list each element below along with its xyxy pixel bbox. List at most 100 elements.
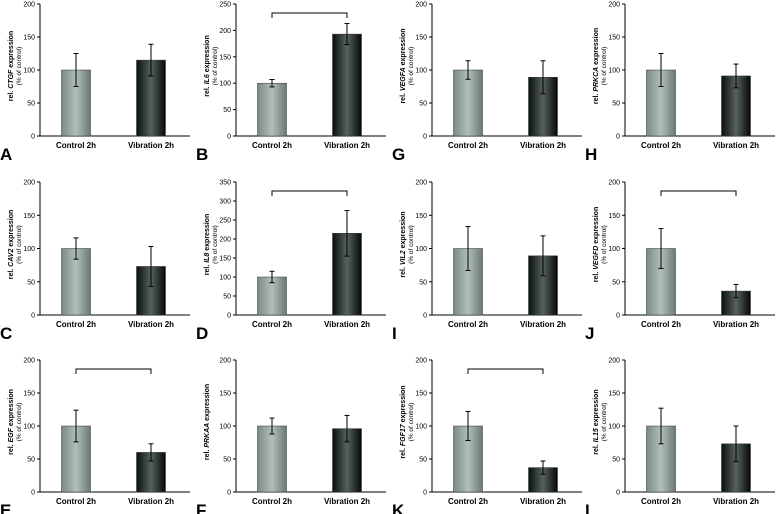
y-tick-label: 50 [223, 294, 231, 301]
y-tick-label: 150 [23, 35, 35, 42]
panel-letter: A [0, 145, 12, 164]
panel-H: 0 50 100 150 200 rel. PRKCA expression (% of c… [585, 2, 775, 164]
panel-letter: F [196, 501, 206, 514]
y-tick-label: 100 [415, 424, 427, 431]
bar-vibration [332, 33, 362, 137]
panel-I: 0 50 100 150 200 rel. VIL2 expression (% of co… [392, 180, 582, 343]
y-tick-label: 150 [415, 35, 427, 42]
y-tick-label: 200 [219, 28, 231, 35]
x-tick-label: Control 2h [448, 497, 488, 506]
y-axis-sublabel: (% of control) [212, 47, 219, 86]
y-axis-sublabel: (% of control) [16, 225, 23, 264]
y-tick-label: 0 [31, 313, 35, 320]
panel-letter: E [0, 501, 11, 514]
y-tick-label: 50 [612, 457, 620, 464]
y-tick-label: 50 [612, 101, 620, 108]
panel-letter: D [196, 324, 208, 343]
y-axis-sublabel: (% of control) [16, 403, 23, 442]
y-tick-label: 50 [419, 457, 427, 464]
panel-J: 0 50 100 150 200 rel. VEGFD expression (% of c… [585, 180, 775, 343]
y-tick-label: 150 [23, 213, 35, 220]
x-tick-label: Vibration 2h [128, 141, 174, 150]
y-tick-label: 200 [415, 358, 427, 365]
x-tick-label: Vibration 2h [128, 497, 174, 506]
y-tick-label: 200 [219, 237, 231, 244]
x-tick-label: Vibration 2h [713, 141, 759, 150]
y-tick-label: 100 [219, 424, 231, 431]
x-tick-label: Control 2h [56, 141, 96, 150]
y-tick-label: 0 [31, 134, 35, 141]
x-tick-label: Vibration 2h [713, 497, 759, 506]
bar-control [257, 276, 287, 316]
y-tick-label: 150 [415, 391, 427, 398]
x-tick-label: Control 2h [252, 141, 292, 150]
y-tick-label: 50 [223, 457, 231, 464]
x-tick-label: Vibration 2h [520, 497, 566, 506]
x-tick-label: Vibration 2h [324, 320, 370, 329]
y-axis-label: rel. FGF17 expression [400, 385, 407, 458]
y-tick-label: 100 [23, 424, 35, 431]
x-tick-label: Vibration 2h [128, 320, 174, 329]
x-tick-label: Control 2h [641, 320, 681, 329]
y-tick-label: 250 [219, 2, 231, 9]
y-tick-label: 50 [419, 101, 427, 108]
y-axis-sublabel: (% of control) [408, 47, 415, 86]
y-tick-label: 200 [219, 358, 231, 365]
y-tick-label: 0 [616, 134, 620, 141]
y-tick-label: 250 [219, 218, 231, 225]
y-tick-label: 100 [219, 275, 231, 282]
significance-bracket [271, 190, 348, 196]
y-axis-label: rel. PRKCA expression [593, 28, 600, 104]
y-tick-label: 200 [23, 2, 35, 9]
significance-bracket [271, 12, 348, 18]
y-tick-label: 50 [27, 279, 35, 286]
y-tick-label: 0 [227, 313, 231, 320]
y-tick-label: 50 [27, 101, 35, 108]
y-tick-label: 100 [219, 81, 231, 88]
panel-F: 0 50 100 150 200 rel. PRKAA expression Control… [196, 358, 386, 514]
y-axis-label: rel. IL6 expression [204, 35, 211, 97]
y-tick-label: 50 [27, 457, 35, 464]
y-tick-label: 200 [608, 180, 620, 187]
y-axis-label: rel. CTGF expression [8, 31, 15, 101]
panel-letter: K [392, 501, 405, 514]
panel-K: 0 50 100 150 200 rel. FGF17 expression (% of c… [392, 358, 582, 514]
y-tick-label: 200 [23, 180, 35, 187]
y-tick-label: 0 [423, 134, 427, 141]
y-axis-label: rel. EGF expression [8, 389, 15, 455]
panel-C: 0 50 100 150 200 rel. CAV2 expression (% of co… [0, 180, 190, 343]
y-axis-label: rel. VIL2 expression [400, 211, 407, 277]
panel-letter: H [585, 145, 597, 164]
y-tick-label: 200 [23, 358, 35, 365]
y-axis-label: rel. PRKAA expression [204, 384, 211, 460]
panel-letter: G [392, 145, 405, 164]
y-tick-label: 0 [31, 490, 35, 497]
x-tick-label: Vibration 2h [713, 320, 759, 329]
y-tick-label: 0 [423, 490, 427, 497]
significance-bracket [75, 368, 152, 374]
panel-A: 0 50 100 150 200 rel. CTGF expression (% of co… [0, 2, 190, 164]
y-tick-label: 100 [23, 68, 35, 75]
y-tick-label: 100 [415, 68, 427, 75]
y-axis-sublabel: (% of control) [16, 47, 23, 86]
y-tick-label: 100 [608, 68, 620, 75]
y-tick-label: 50 [419, 279, 427, 286]
y-axis-label: rel. CAV2 expression [8, 210, 15, 280]
y-tick-label: 150 [608, 391, 620, 398]
y-axis-sublabel: (% of control) [408, 225, 415, 264]
significance-bracket [660, 190, 737, 196]
panel-letter: C [0, 324, 12, 343]
y-tick-label: 150 [608, 35, 620, 42]
panel-B: 0 50 100 150 200 250 rel. IL6 expression (% of … [196, 2, 386, 164]
y-tick-label: 150 [219, 391, 231, 398]
x-tick-label: Vibration 2h [520, 320, 566, 329]
y-tick-label: 0 [423, 313, 427, 320]
panel-letter: L [585, 501, 595, 514]
x-tick-label: Control 2h [56, 320, 96, 329]
y-tick-label: 100 [608, 424, 620, 431]
y-tick-label: 200 [608, 2, 620, 9]
y-tick-label: 300 [219, 199, 231, 206]
y-tick-label: 100 [23, 246, 35, 253]
x-tick-label: Control 2h [641, 497, 681, 506]
x-tick-label: Control 2h [448, 320, 488, 329]
